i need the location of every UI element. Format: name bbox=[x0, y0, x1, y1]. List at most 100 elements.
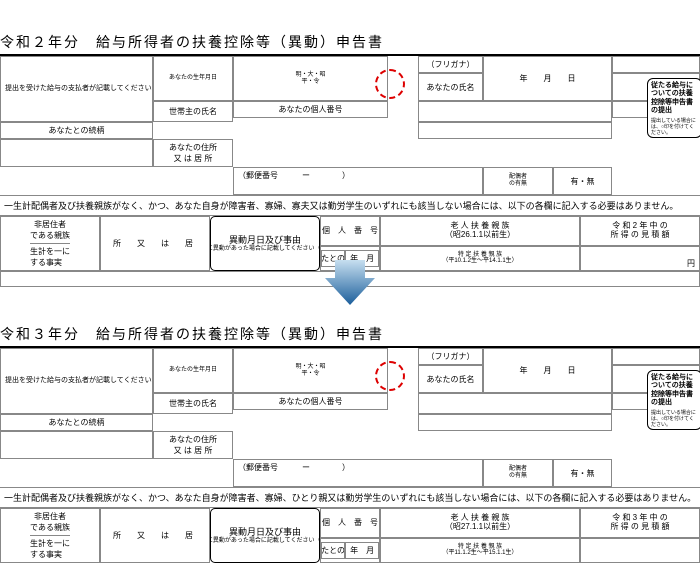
col-change-hd: 異動月日及び事由 bbox=[210, 235, 320, 246]
col-fact-l1: 生計を一に bbox=[30, 247, 70, 256]
spouse-l2: の有無 bbox=[509, 181, 527, 188]
postal-cell: （郵便番号 ー ） bbox=[233, 167, 483, 195]
head-value-b bbox=[418, 393, 612, 414]
col-nonres-b: 非居住者 である親族 生計を一に する事実 bbox=[0, 508, 100, 563]
ymd-cell-b: 年 月 日 bbox=[483, 348, 612, 393]
col-change: 異動月日及び事由 （令和2年中に異動があった場合に記載してください（以下同じ）。… bbox=[210, 216, 320, 271]
address-l1-b: あなたの住所 bbox=[169, 434, 217, 445]
era-line1-b: 明・大・昭 bbox=[295, 364, 325, 371]
name-label-b: あなたの氏名 bbox=[418, 365, 483, 393]
relation-value-b bbox=[418, 414, 612, 431]
postal-cell-b: （郵便番号 ー ） bbox=[233, 459, 483, 487]
row2-left-b: あなたとの続柄 生 年 月 日 bbox=[320, 538, 380, 563]
side-sub: 提出している場合には、○印を付けてください。 bbox=[651, 118, 698, 136]
col-residence: 住 所 又 は 居 所 bbox=[100, 216, 210, 271]
form-title: 令和２年分 給与所得者の扶養控除等（異動）申告書 bbox=[0, 30, 700, 56]
era-cell: 明・大・昭 平・令 bbox=[233, 56, 388, 101]
side-heading: 従たる給与についての扶養控除等申告書の提出 bbox=[651, 82, 698, 116]
col-fact-l2: する事実 bbox=[30, 258, 62, 267]
furigana-label-b: （フリガナ） bbox=[418, 348, 483, 365]
spouse-l1-b: 配偶者 bbox=[509, 466, 527, 473]
address-l2-b: 又 は 居 所 bbox=[174, 445, 213, 456]
form-reiwa3: 令和３年分 給与所得者の扶養控除等（異動）申告書 従たる給与についての扶養控除等… bbox=[0, 322, 700, 563]
col-birth-b: 生 年 月 日 bbox=[345, 542, 379, 559]
era-line2-b: 平・令 bbox=[301, 371, 319, 378]
blank-left-b bbox=[0, 431, 153, 459]
era-cell-b: 明・大・昭 平・令 bbox=[233, 348, 388, 393]
address-label: あなたの住所 又 は 居 所 bbox=[153, 139, 233, 167]
form-title-bottom: 令和３年分 給与所得者の扶養控除等（異動）申告書 bbox=[0, 322, 700, 348]
spouse-label-b: 配偶者 の有無 bbox=[483, 459, 553, 487]
col-income-l2: 所 得 の 見 積 額 bbox=[610, 231, 669, 240]
address-label-b: あなたの住所 又 は 居 所 bbox=[153, 431, 233, 459]
mynumber-label-b: あなたの個人番号 bbox=[233, 393, 388, 410]
birth-label-cell: あなたの生年月日 bbox=[153, 56, 233, 101]
era-line2: 平・令 bbox=[301, 79, 319, 86]
furigana-value-b bbox=[612, 348, 700, 365]
birth-label-cell-b: あなたの生年月日 bbox=[153, 348, 233, 393]
mynumber-label: あなたの個人番号 bbox=[233, 101, 388, 118]
col-specific-l2: （平10.1.2生～平14.1.1生） bbox=[442, 258, 517, 265]
col-specific-l2-b: （平11.1.2生～平15.1.1生） bbox=[443, 550, 518, 557]
era-line1: 明・大・昭 bbox=[295, 72, 325, 79]
side-heading-b: 従たる給与についての扶養控除等申告書の提出 bbox=[651, 374, 698, 408]
col-nonres: 非居住者 である親族 生計を一に する事実 bbox=[0, 216, 100, 271]
form-reiwa2: 令和２年分 給与所得者の扶養控除等（異動）申告書 従たる給与についての扶養控除等… bbox=[0, 30, 700, 287]
col-elderly-b: 老 人 扶 養 親 族 （昭27.1.1以前生） bbox=[380, 508, 580, 538]
spouse-value-b: 有・無 bbox=[553, 459, 612, 487]
payer-note: 提出を受けた給与の支払者が記載してください。 bbox=[0, 56, 153, 122]
col-nonres-l2-b: である親族 bbox=[30, 522, 70, 533]
col-change-hd-b: 異動月日及び事由 bbox=[210, 527, 320, 538]
col-number-b: 個 人 番 号 bbox=[320, 508, 380, 538]
col-number: 個 人 番 号 bbox=[320, 216, 380, 246]
down-arrow-icon bbox=[325, 260, 375, 305]
col-elderly-l2-b: （昭27.1.1以前生） bbox=[445, 523, 515, 532]
spacer-right bbox=[388, 56, 418, 167]
col-elderly: 老 人 扶 養 親 族 （昭26.1.1以前生） bbox=[380, 216, 580, 246]
name-label: あなたの氏名 bbox=[418, 73, 483, 101]
col-income-l2-b: 所 得 の 見 積 額 bbox=[610, 523, 669, 532]
relation-label: あなたとの続柄 bbox=[0, 122, 153, 139]
head-value bbox=[418, 101, 612, 122]
col-fact-l1-b: 生計を一に bbox=[30, 539, 70, 548]
head-label: 世帯主の氏名 bbox=[153, 101, 233, 122]
col-income-b: 令 和 3 年 中 の 所 得 の 見 積 額 bbox=[580, 508, 700, 538]
birth-label: あなたの生年月日 bbox=[169, 75, 217, 82]
side-sub-b: 提出している場合には、○印を付けてください。 bbox=[651, 410, 698, 428]
instruction-banner-b: 一生計配偶者及び扶養親族がなく、かつ、あなた自身が障害者、寡婦、ひとり親又は勤労… bbox=[0, 487, 700, 508]
income-empty-b bbox=[580, 538, 700, 563]
col-specific: 特 定 扶 養 親 族 （平10.1.2生～平14.1.1生） bbox=[380, 246, 580, 271]
header-grid-bottom: 提出を受けた給与の支払者が記載してください。 （フリガナ） あなたの生年月日 明… bbox=[0, 348, 700, 487]
ymd-cell: 年 月 日 bbox=[483, 56, 612, 101]
payer-note-b: 提出を受けた給与の支払者が記載してください。 bbox=[0, 348, 153, 414]
address-l2: 又 は 居 所 bbox=[174, 153, 213, 164]
instruction-banner: 一生計配偶者及び扶養親族がなく、かつ、あなた自身が障害者、寡婦、寡夫又は勤労学生… bbox=[0, 195, 700, 216]
col-rel-b: あなたとの続柄 bbox=[321, 542, 345, 559]
blank-left bbox=[0, 139, 153, 167]
col-income: 令 和 2 年 中 の 所 得 の 見 積 額 bbox=[580, 216, 700, 246]
header-grid: 提出を受けた給与の支払者が記載してください。 （フリガナ） あなたの生年月日 明… bbox=[0, 56, 700, 195]
furigana-label: （フリガナ） bbox=[418, 56, 483, 73]
spouse-l1: 配偶者 bbox=[509, 174, 527, 181]
spouse-value: 有・無 bbox=[553, 167, 612, 195]
col-change-b: 異動月日及び事由 （令和3年中に異動があった場合に記載してください（以下同じ）。… bbox=[210, 508, 320, 563]
col-residence-b: 住 所 又 は 居 所 bbox=[100, 508, 210, 563]
head-label-b: 世帯主の氏名 bbox=[153, 393, 233, 414]
col-change-sub: （令和2年中に異動があった場合に記載してください（以下同じ）。） bbox=[210, 246, 320, 253]
col-elderly-l2: （昭26.1.1以前生） bbox=[445, 231, 515, 240]
birth-label-b: あなたの生年月日 bbox=[169, 367, 217, 374]
col-nonres-l2: である親族 bbox=[30, 230, 70, 241]
relation-label-b: あなたとの続柄 bbox=[0, 414, 153, 431]
spouse-label: 配偶者 の有無 bbox=[483, 167, 553, 195]
side-submission-box-bottom: 従たる給与についての扶養控除等申告書の提出 提出している場合には、○印を付けてく… bbox=[647, 370, 700, 430]
side-submission-box: 従たる給与についての扶養控除等申告書の提出 提出している場合には、○印を付けてく… bbox=[647, 78, 700, 138]
address-l1: あなたの住所 bbox=[169, 142, 217, 153]
yen-cell: 円 bbox=[580, 246, 700, 271]
col-nonres-l1-b: 非居住者 bbox=[34, 511, 66, 522]
col-change-sub-b: （令和3年中に異動があった場合に記載してください（以下同じ）。） bbox=[210, 538, 320, 545]
spacer-right-b bbox=[388, 348, 418, 459]
col-nonres-l1: 非居住者 bbox=[34, 219, 66, 230]
furigana-value bbox=[612, 56, 700, 73]
col-fact-l2-b: する事実 bbox=[30, 550, 62, 559]
col-specific-b: 特 定 扶 養 親 族 （平11.1.2生～平15.1.1生） bbox=[380, 538, 580, 563]
